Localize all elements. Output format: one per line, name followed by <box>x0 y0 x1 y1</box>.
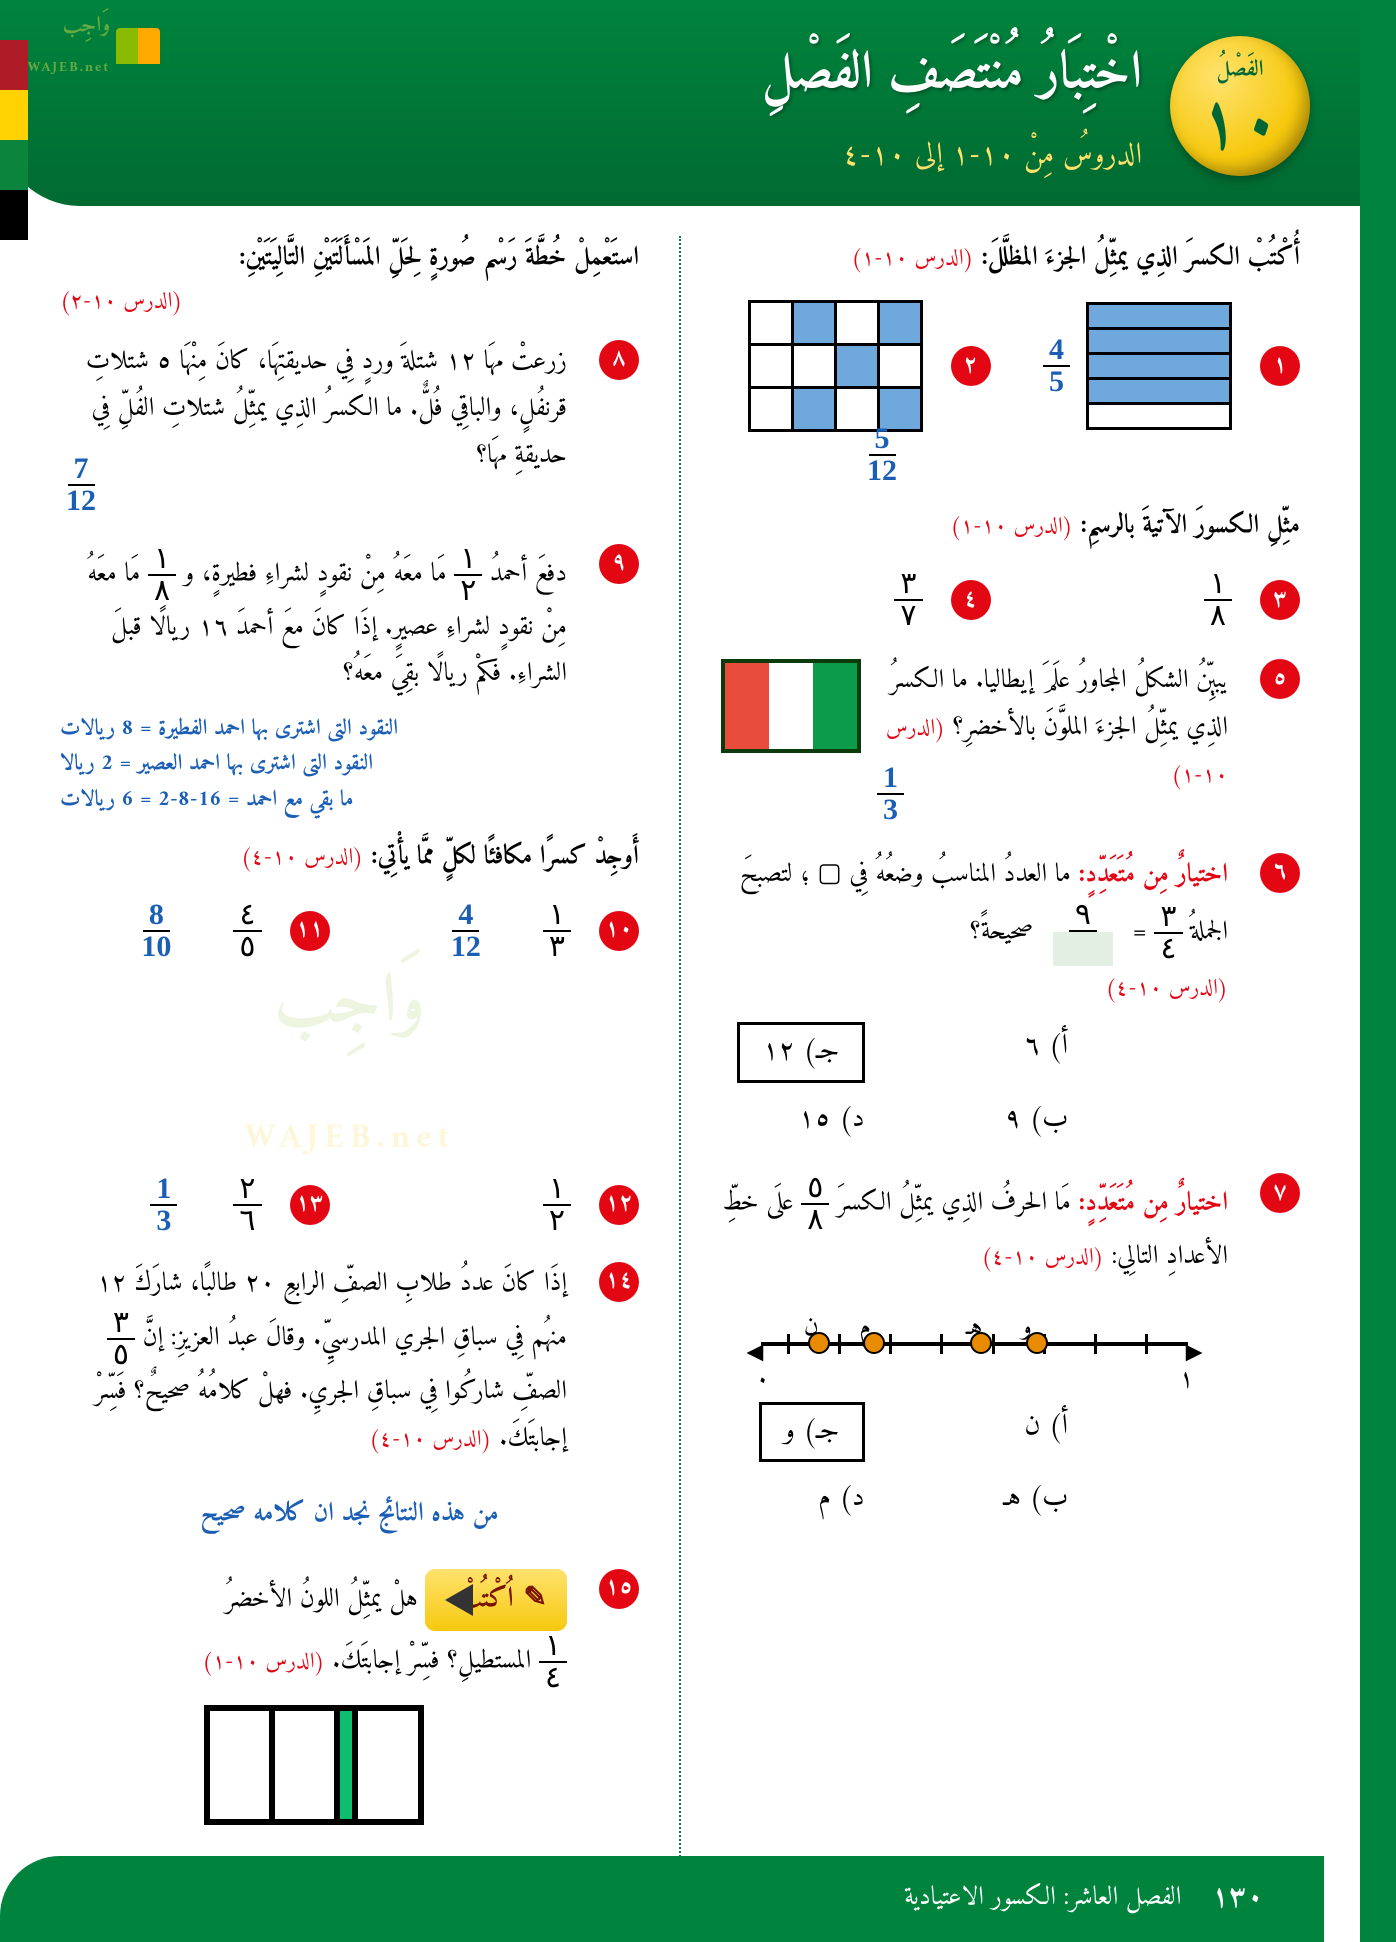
q7-choices: أ) ن جـ) و ب) هـ د) م <box>721 1402 1068 1525</box>
qnum-7: ٧ <box>1260 1173 1300 1213</box>
column-divider <box>679 236 681 1912</box>
qnum-8: ٨ <box>599 340 639 380</box>
content-area: أُكْتُبْ الكسرَ الذِي يمثِّلُ الجزءَ الم… <box>0 206 1360 1942</box>
q2-answer: 512 <box>861 424 903 486</box>
q3-q4-row: ٣ ١٨ ٤ ٣٧ <box>721 569 1300 631</box>
question-14: ١٤ إذَا كانَ عددُ طلابِ الصفِّ الرابعِ ٢… <box>60 1262 639 1464</box>
left-column: استَعْمِلْ خُطَّةَ رَسْم صُورةٍ لِحَلِّ … <box>60 236 639 1912</box>
choice-a[interactable]: أ) ٦ <box>925 1022 1069 1082</box>
qnum-1: ١ <box>1260 346 1300 386</box>
choice-a[interactable]: أ) ن <box>925 1402 1069 1462</box>
book-icon <box>116 28 160 64</box>
q8-answer: 712 <box>60 454 102 516</box>
prompt-3: أَوجِدْ كسرًا مكافئًا لكلٍّ ممَّا يأْتِي… <box>60 835 639 882</box>
qnum-4: ٤ <box>951 580 991 620</box>
logo-sub: WAJEB.net <box>27 55 110 80</box>
q1-q2-row: ١ 45 ٢ <box>721 300 1300 432</box>
q9-answer: النقود التى اشترى بها احمد الفطيرة = 8 ر… <box>60 711 639 817</box>
q14-answer: من هذه النتائج نجد ان كلامه صحيح <box>60 1492 639 1539</box>
page-title: اخْتِبَارُ مُنْتَصَفِ الفَصْلِ <box>762 28 1142 122</box>
prompt-1: أُكْتُبْ الكسرَ الذِي يمثِّلُ الجزءَ الم… <box>721 236 1300 283</box>
chapter-number: ١٠ <box>1198 90 1282 162</box>
q15-figure <box>204 1705 424 1825</box>
qnum-6: ٦ <box>1260 853 1300 893</box>
site-logo: وَاجِب WAJEB.net <box>27 6 160 85</box>
page-subtitle: الدروسُ مِنْ ١٠-١ إلى ١٠-٤ <box>762 130 1142 184</box>
question-6: ٦ اختيارٌ مِن مُتَعَدِّدٍ: ما العددُ الم… <box>721 853 1300 1145</box>
choice-c[interactable]: جـ) ١٢ <box>721 1022 865 1082</box>
question-9: ٩ دفعَ أحمدُ ١٢ مَا معَهُ مِنْ نقودٍ لشر… <box>60 544 639 700</box>
logo-text: وَاجِب <box>63 6 110 45</box>
qnum-2: ٢ <box>951 346 991 386</box>
q5-answer: 13 <box>877 763 904 825</box>
footer-text: الفصل العاشر: الكسور الاعتيادية <box>904 1876 1181 1923</box>
question-4: ٤ ٣٧ <box>721 569 991 631</box>
question-2: ٢ <box>721 300 991 432</box>
pencil-icon: ✎ <box>524 1575 547 1625</box>
italy-flag <box>721 659 861 753</box>
color-stripes <box>0 40 28 240</box>
chapter-header: الفَصْلُ ١٠ اخْتِبَارُ مُنْتَصَفِ الفَصْ… <box>0 0 1360 206</box>
qnum-9: ٩ <box>599 544 639 584</box>
choice-d[interactable]: د) ١٥ <box>721 1095 865 1145</box>
page-number: ١٣٠ <box>1211 1872 1264 1926</box>
prompt-2: مثِّلِ الكسورَ الآتيةَ بالرسمِ: (الدرس ١… <box>721 504 1300 551</box>
choice-b[interactable]: ب) ٩ <box>925 1095 1069 1145</box>
chapter-badge: الفَصْلُ ١٠ <box>1170 36 1310 176</box>
question-1: ١ 45 <box>1031 300 1301 432</box>
choice-d[interactable]: د) م <box>721 1474 865 1524</box>
page: وَاجِب WAJEB.net الفَصْلُ ١٠ اخْتِبَارُ … <box>0 0 1396 1942</box>
question-8: ٨ زرعتْ مهَا ١٢ شتلةَ وردٍ فِي حديقتِهَا… <box>60 340 639 516</box>
q6-choices: أ) ٦ جـ) ١٢ ب) ٩ د) ١٥ <box>721 1022 1068 1145</box>
qnum-14: ١٤ <box>599 1262 639 1302</box>
prompt-left: استَعْمِلْ خُطَّةَ رَسْم صُورةٍ لِحَلِّ … <box>60 236 639 322</box>
qnum-5: ٥ <box>1260 659 1300 699</box>
qnum-3: ٣ <box>1260 580 1300 620</box>
choice-c[interactable]: جـ) و <box>721 1402 865 1462</box>
question-3: ٣ ١٨ <box>1031 569 1301 631</box>
q1-figure <box>1086 302 1232 430</box>
number-line: ◄ ► ١ ٠ ن م هـ و <box>761 1302 1188 1392</box>
question-5: ٥ يبيِّنُ الشكلُ المجاورُ علَمَ إيطاليا.… <box>721 659 1300 825</box>
qnum-15: ١٥ <box>599 1569 639 1609</box>
q1-answer: 45 <box>1043 335 1070 397</box>
page-footer: ١٣٠ الفصل العاشر: الكسور الاعتيادية <box>0 1856 1324 1942</box>
choice-b[interactable]: ب) هـ <box>925 1474 1069 1524</box>
write-badge: ✎ اُكْتُبْ <box>425 1569 567 1631</box>
watermark: وَاجِب WAJEB.net <box>60 942 639 1194</box>
q2-figure <box>748 300 923 432</box>
question-7: ٧ اختيارٌ مِن مُتَعَدِّدٍ: مَا الحرفُ ال… <box>721 1173 1300 1525</box>
right-column: أُكْتُبْ الكسرَ الذِي يمثِّلُ الجزءَ الم… <box>721 236 1300 1912</box>
question-15: ١٥ ✎ اُكْتُبْ هلْ يمثِّلُ اللونُ الأخضرُ… <box>60 1569 639 1837</box>
